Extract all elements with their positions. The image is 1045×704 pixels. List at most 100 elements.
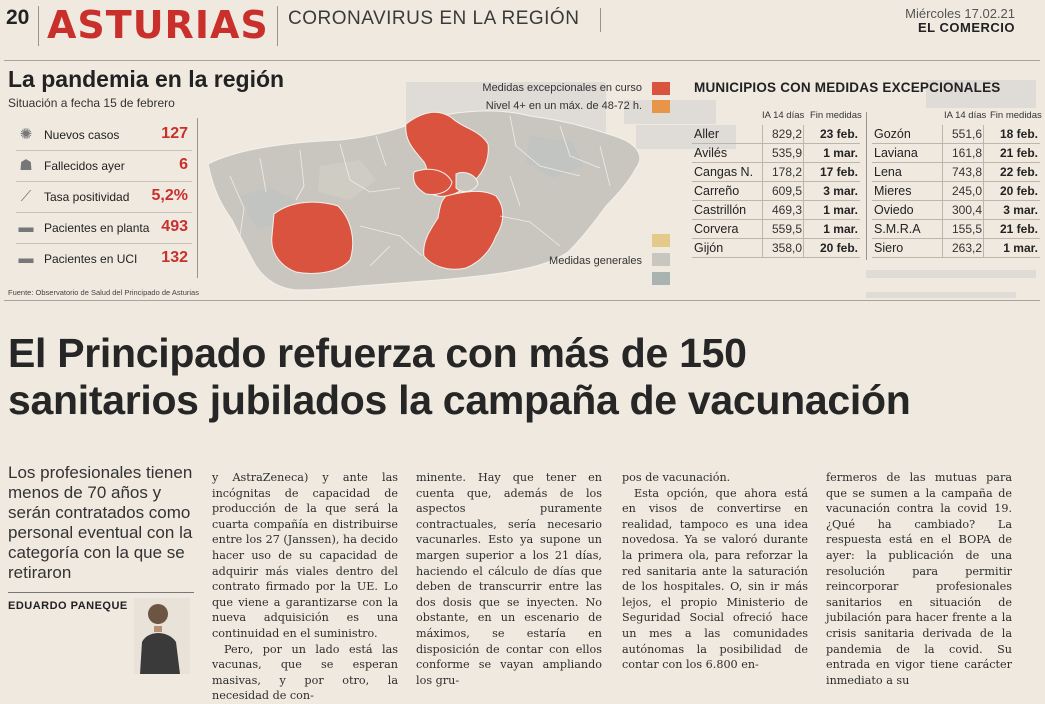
header-divider: [600, 8, 601, 32]
end-date: 22 feb.: [999, 165, 1038, 179]
map-general-region: [526, 136, 584, 178]
stats-divider: [197, 118, 198, 278]
article-column-3: pos de vacunación. Esta opción, que ahor…: [622, 470, 808, 673]
ia-value: 263,2: [951, 241, 982, 255]
stat-label: Pacientes en planta: [44, 221, 150, 235]
header-divider: [277, 6, 278, 46]
municipality-name: Castrillón: [694, 203, 747, 217]
data-source: Fuente: Observatorio de Salud del Princi…: [8, 288, 199, 297]
end-date: 18 feb.: [999, 127, 1038, 141]
table-title: MUNICIPIOS CON MEDIDAS EXCEPCIONALES: [694, 80, 1001, 95]
subsection-title: CORONAVIRUS EN LA REGIÓN: [288, 8, 580, 29]
end-date: 23 feb.: [819, 127, 858, 141]
ia-value: 551,6: [951, 127, 982, 141]
table-column-divider: [866, 112, 867, 260]
municipality-name: Mieres: [874, 184, 912, 198]
end-date: 3 mar.: [1003, 203, 1038, 217]
end-date: 3 mar.: [823, 184, 858, 198]
ia-value: 743,8: [951, 165, 982, 179]
stat-divider: [16, 150, 192, 151]
end-date: 1 mar.: [823, 146, 858, 160]
stat-label: Fallecidos ayer: [44, 159, 125, 173]
municipality-name: Cangas N.: [694, 165, 754, 179]
newspaper-name: EL COMERCIO: [918, 20, 1015, 35]
municipality-name: Aller: [694, 127, 720, 141]
legend-general-swatch: [652, 253, 670, 266]
table-row: Avilés 535,9 1 mar.: [692, 144, 860, 163]
stat-divider: [16, 243, 192, 244]
infographic-title: La pandemia en la región: [8, 66, 285, 92]
paragraph: y AstraZeneca) y ante las incógnitas de …: [212, 471, 398, 640]
end-date: 20 feb.: [999, 184, 1038, 198]
paragraph: Pero, por un lado está las vacunas, que …: [212, 642, 398, 703]
page-number: 20: [6, 6, 30, 29]
table-row: Gijón 358,0 20 feb.: [692, 239, 860, 258]
ia-value: 609,5: [771, 184, 802, 198]
municipality-name: Gijón: [694, 241, 724, 255]
table-row: Laviana 161,8 21 feb.: [872, 144, 1040, 163]
author-photo: [134, 598, 190, 674]
icu-bed-icon: ▬: [18, 250, 34, 267]
table-row: Cangas N. 178,2 17 feb.: [692, 163, 860, 182]
municipality-name: Oviedo: [874, 203, 914, 217]
test-tube-icon: ⟋: [20, 188, 32, 205]
municipality-name: S.M.R.A: [874, 222, 921, 236]
ia-value: 245,0: [951, 184, 982, 198]
ia-value: 559,5: [771, 222, 802, 236]
byline-rule: [8, 592, 194, 593]
article-column-4: fermeros de las mutuas para que se sumen…: [826, 470, 1012, 688]
article-headline: El Principado refuerza con más de 150 sa…: [8, 330, 1038, 424]
stat-positivity: ⟋ Tasa positividad 5,2%: [10, 184, 190, 210]
end-date: 21 feb.: [999, 222, 1038, 236]
legend-exceptional-swatch: [652, 82, 670, 95]
ia-value: 161,8: [951, 146, 982, 160]
stat-divider: [16, 181, 192, 182]
section-title: ASTURIAS: [47, 3, 269, 47]
map-exceptional-region: [271, 201, 354, 274]
table-row: Gozón 551,6 18 feb.: [872, 125, 1040, 144]
municipality-name: Carreño: [694, 184, 740, 198]
stat-label: Pacientes en UCI: [44, 252, 138, 266]
stat-new-cases: ✺ Nuevos casos 127: [10, 122, 190, 148]
headline-line: El Principado refuerza con más de 150: [8, 330, 747, 376]
legend-exceptional-label: Medidas excepcionales en curso: [482, 82, 642, 94]
end-date: 1 mar.: [823, 203, 858, 217]
municipality-name: Laviana: [874, 146, 918, 160]
municipality-name: Siero: [874, 241, 904, 255]
paragraph: minente. Hay que tener en cuenta que, ad…: [416, 471, 602, 687]
header-divider: [38, 6, 39, 46]
legend-general-swatch: [652, 234, 670, 247]
hospital-bed-icon: ▬: [18, 219, 34, 236]
municipality-name: Corvera: [694, 222, 739, 236]
paragraph: fermeros de las mutuas para que se sumen…: [826, 471, 1012, 687]
map-exceptional-region: [423, 190, 504, 270]
municipality-name: Avilés: [694, 146, 728, 160]
table-row: Oviedo 300,4 3 mar.: [872, 201, 1040, 220]
stat-divider: [16, 212, 192, 213]
legend-general-label: Medidas generales: [549, 255, 642, 267]
end-date: 17 feb.: [819, 165, 858, 179]
legend-general-swatch: [652, 272, 670, 285]
legend-level4-label: Nivel 4+ en un máx. de 48-72 h.: [485, 100, 642, 112]
virus-icon: ✺: [19, 126, 33, 143]
end-date: 20 feb.: [819, 241, 858, 255]
stat-label: Nuevos casos: [44, 128, 120, 142]
ia-value: 300,4: [951, 203, 982, 217]
stat-value: 5,2%: [151, 187, 188, 204]
table-row: Mieres 245,0 20 feb.: [872, 182, 1040, 201]
column-header-fin: Fin medidas: [990, 110, 1042, 121]
ia-value: 829,2: [771, 127, 802, 141]
article-byline: EDUARDO PANEQUE: [8, 600, 128, 612]
article-column-2: minente. Hay que tener en cuenta que, ad…: [416, 470, 602, 688]
table-row: Corvera 559,5 1 mar.: [692, 220, 860, 239]
table-row: S.M.R.A 155,5 21 feb.: [872, 220, 1040, 239]
header-rule: [4, 60, 1040, 61]
stat-value: 132: [161, 249, 188, 266]
column-header-fin: Fin medidas: [810, 110, 862, 121]
municipality-name: Lena: [874, 165, 902, 179]
end-date: 21 feb.: [999, 146, 1038, 160]
stat-ward-patients: ▬ Pacientes en planta 493: [10, 215, 190, 241]
article-kicker: Los profesionales tienen menos de 70 año…: [8, 463, 193, 582]
paragraph: Esta opción, que ahora está en visos de …: [622, 486, 808, 672]
end-date: 1 mar.: [1003, 241, 1038, 255]
